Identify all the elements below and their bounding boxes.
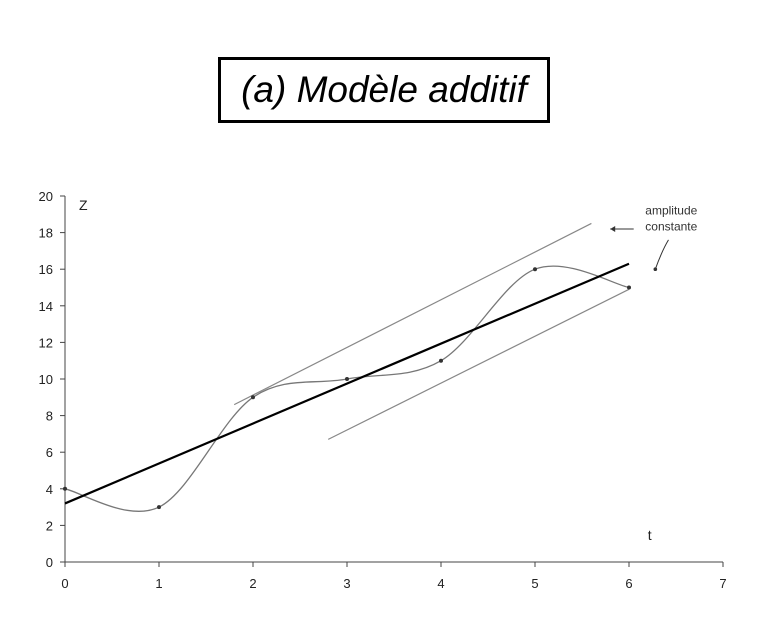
annotation: amplitude constante — [610, 203, 698, 272]
x-tick-label: 4 — [437, 576, 444, 591]
y-tick-label: 0 — [46, 555, 53, 570]
x-tick-label: 1 — [155, 576, 162, 591]
chart-title: (a) Modèle additif — [218, 57, 550, 123]
x-tick-label: 0 — [61, 576, 68, 591]
annotation-arrow-tip — [653, 267, 658, 272]
x-tick-label: 3 — [343, 576, 350, 591]
y-tick-label: 16 — [39, 262, 53, 277]
y-tick-label: 18 — [39, 226, 53, 241]
x-tick-label: 2 — [249, 576, 256, 591]
y-tick-label: 8 — [46, 409, 53, 424]
annotation-arrow-down — [654, 239, 669, 270]
y-tick-label: 14 — [39, 299, 53, 314]
data-point — [157, 505, 161, 510]
data-point — [345, 377, 349, 381]
y-axis-label: Z — [79, 197, 88, 213]
trend-line — [64, 262, 630, 505]
data-points — [63, 267, 631, 510]
annotation-text: constante — [645, 219, 697, 233]
data-point — [251, 395, 255, 400]
x-axis-label: t — [648, 527, 652, 543]
seasonal-curve-path — [64, 265, 630, 512]
x-tick-label: 6 — [625, 576, 632, 591]
data-point — [627, 285, 631, 290]
annotation-arrowhead-left — [610, 225, 616, 232]
y-tick-label: 20 — [39, 189, 53, 204]
data-point — [63, 486, 67, 491]
y-tick-label: 2 — [46, 518, 53, 533]
envelope-upper-line — [233, 222, 592, 406]
y-tick-label: 6 — [46, 445, 53, 460]
seasonal-curve — [64, 265, 630, 512]
data-point — [439, 358, 443, 363]
trend-line-path — [64, 262, 630, 505]
y-tick-label: 10 — [39, 372, 53, 387]
data-point — [533, 267, 537, 272]
envelope-lower-line — [327, 288, 630, 440]
x-tick-label: 7 — [719, 576, 726, 591]
envelope-lines — [233, 222, 630, 440]
axes — [60, 195, 724, 567]
x-tick-label: 5 — [531, 576, 538, 591]
annotation-text: amplitude — [645, 203, 697, 217]
y-tick-label: 4 — [46, 482, 53, 497]
y-tick-label: 12 — [39, 335, 53, 350]
